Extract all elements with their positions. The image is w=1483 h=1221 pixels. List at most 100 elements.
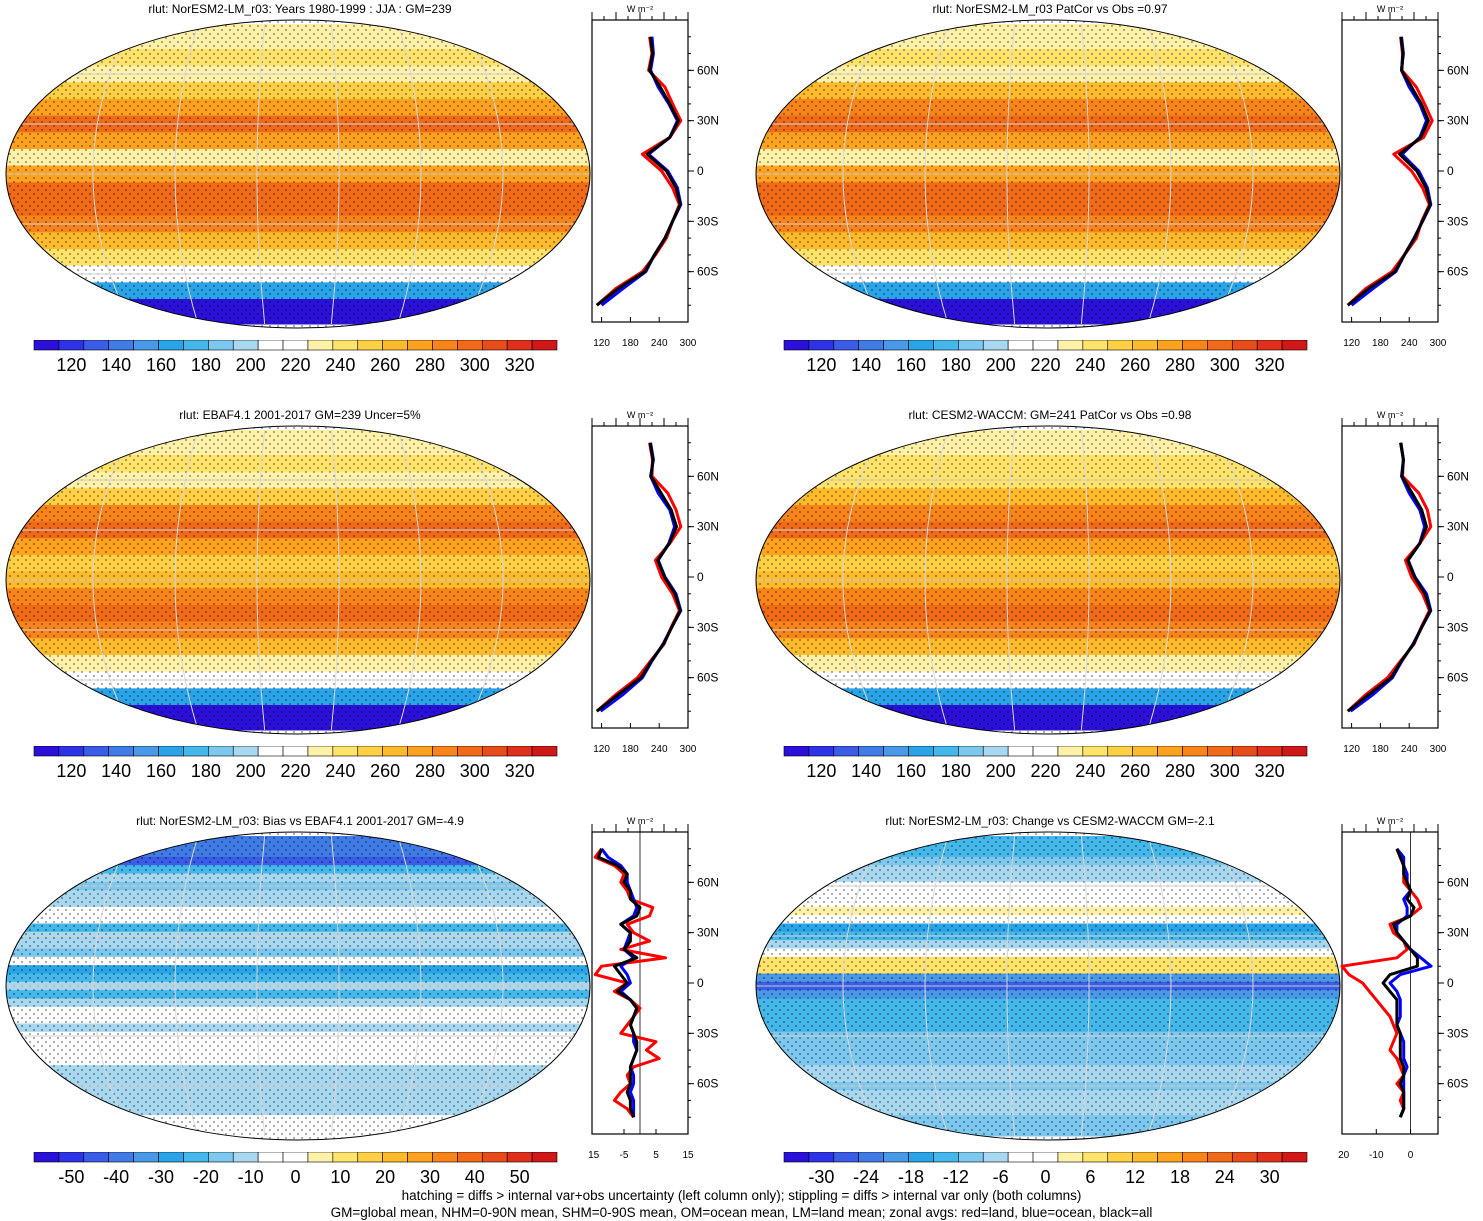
lat-label: 0 <box>1447 164 1454 178</box>
colorbar-swatch <box>481 340 508 351</box>
colorbar-swatch <box>908 1152 934 1163</box>
graticule-line <box>1080 835 1090 1137</box>
zonal-x-tick-label: 300 <box>680 744 697 755</box>
colorbar-tick-label: 160 <box>146 355 176 375</box>
colorbar-swatch <box>108 746 134 757</box>
colorbar-swatch <box>883 340 909 351</box>
lat-label: 60N <box>1447 875 1468 889</box>
zonal-x-tick-label: 240 <box>1401 338 1418 349</box>
graticule-line <box>174 23 199 325</box>
colorbar-swatch <box>208 1152 234 1163</box>
graticule-line <box>92 835 132 1137</box>
colorbar-swatch <box>382 746 408 757</box>
colorbar-tick-label: 280 <box>415 761 445 781</box>
colorbar-swatch <box>1256 746 1283 757</box>
colorbar-swatch <box>783 746 810 757</box>
zonal-x-tick-label: 120 <box>1343 338 1360 349</box>
zonal-x-tick-label: 120 <box>1343 744 1360 755</box>
colorbar-swatch <box>808 746 835 757</box>
colorbar-tick-label: 140 <box>851 355 881 375</box>
lat-label: 0 <box>697 164 704 178</box>
map <box>755 831 1341 1141</box>
map-title: rlut: EBAF4.1 2001-2017 GM=239 Uncer=5% <box>179 408 421 422</box>
colorbar-tick-label: 200 <box>986 355 1016 375</box>
colorbar-swatch <box>783 340 810 351</box>
zonal-all-line <box>595 442 682 713</box>
zonal-mean-plot: W m⁻² 60N 30N 0 30S 60S 120 180 240 300 <box>591 4 718 349</box>
colorbar-swatch <box>908 340 934 351</box>
colorbar-swatch <box>58 340 85 351</box>
colorbar-tick-label: 200 <box>236 761 266 781</box>
colorbar-swatch <box>1157 1152 1183 1163</box>
graticule-line <box>924 835 949 1137</box>
colorbar-tick-label: 140 <box>101 355 131 375</box>
map-field <box>6 20 590 328</box>
colorbar-tick-label: 280 <box>415 355 445 375</box>
lat-label: 0 <box>697 570 704 584</box>
colorbar-swatch <box>232 340 259 351</box>
zonal-x-tick-label: 180 <box>622 744 639 755</box>
zonal-x-tick-label: 300 <box>1430 338 1447 349</box>
colorbar-swatch <box>83 340 110 351</box>
colorbar-tick-label: 260 <box>370 355 400 375</box>
graticule-line <box>464 429 504 731</box>
colorbar-swatch <box>1057 340 1084 351</box>
lat-label: 30S <box>697 214 718 228</box>
map-field <box>6 832 590 1140</box>
zonal-unit-label: W m⁻² <box>1377 816 1403 826</box>
colorbar-swatch <box>432 746 458 757</box>
colorbar-swatch <box>1032 1152 1059 1163</box>
colorbar-tick-label: -24 <box>853 1167 879 1187</box>
colorbar-tick-label: 240 <box>1075 355 1105 375</box>
colorbar-tick-label: 160 <box>896 355 926 375</box>
zonal-x-tick-label: 120 <box>593 338 610 349</box>
zonal-x-tick-label: 240 <box>651 744 668 755</box>
colorbar-tick-label: 0 <box>1040 1167 1050 1187</box>
colorbar-tick-label: 160 <box>896 761 926 781</box>
map-outline <box>5 831 591 1141</box>
lat-label: 0 <box>1447 976 1454 990</box>
colorbar-swatch <box>506 746 533 757</box>
colorbar-tick-label: 240 <box>325 761 355 781</box>
map-outline <box>5 19 591 329</box>
lat-label: 30S <box>697 1026 718 1040</box>
colorbar-swatch <box>1032 746 1059 757</box>
colorbar-swatch <box>908 746 934 757</box>
colorbar-tick-label: 140 <box>101 761 131 781</box>
map <box>5 831 591 1141</box>
zonal-x-tick-label: -15 <box>588 1150 600 1161</box>
colorbar-swatch <box>481 1152 508 1163</box>
zonal-mean-plot: W m⁻² 60N 30N 0 30S 60S 120 180 240 300 <box>591 410 718 755</box>
colorbar-tick-label: 320 <box>505 761 535 781</box>
colorbar-swatch <box>982 340 1009 351</box>
colorbar-swatch <box>858 1152 884 1163</box>
colorbar-tick-label: 300 <box>1210 761 1240 781</box>
zonal-land-line <box>595 442 683 713</box>
colorbar-swatch <box>133 340 159 351</box>
colorbar-tick-label: -12 <box>943 1167 969 1187</box>
colorbar-swatch <box>1057 1152 1084 1163</box>
zonal-unit-label: W m⁻² <box>627 410 653 420</box>
colorbar-swatch <box>1207 1152 1233 1163</box>
graticule-line <box>92 23 132 325</box>
colorbar-swatch <box>1256 340 1283 351</box>
graticule-line <box>174 429 199 731</box>
colorbar-tick-label: 300 <box>460 761 490 781</box>
map <box>5 425 591 735</box>
graticule-line <box>1006 23 1016 325</box>
zonal-x-tick-label: 300 <box>1430 744 1447 755</box>
colorbar-swatch <box>208 746 234 757</box>
colorbar-swatch <box>506 1152 533 1163</box>
colorbar-swatch <box>257 340 284 351</box>
colorbar-tick-label: -6 <box>993 1167 1009 1187</box>
colorbar-swatch <box>1132 340 1158 351</box>
colorbar-swatch <box>357 1152 383 1163</box>
colorbar-tick-label: 120 <box>806 355 836 375</box>
colorbar-tick-label: 0 <box>290 1167 300 1187</box>
colorbar-tick-label: 18 <box>1170 1167 1190 1187</box>
colorbar-tick-label: 240 <box>1075 761 1105 781</box>
map-title: rlut: NorESM2-LM_r03: Bias vs EBAF4.1 20… <box>136 814 464 828</box>
colorbar-swatch <box>307 340 334 351</box>
zonal-x-tick-label: 180 <box>1372 744 1389 755</box>
lat-label: 30N <box>697 520 718 534</box>
